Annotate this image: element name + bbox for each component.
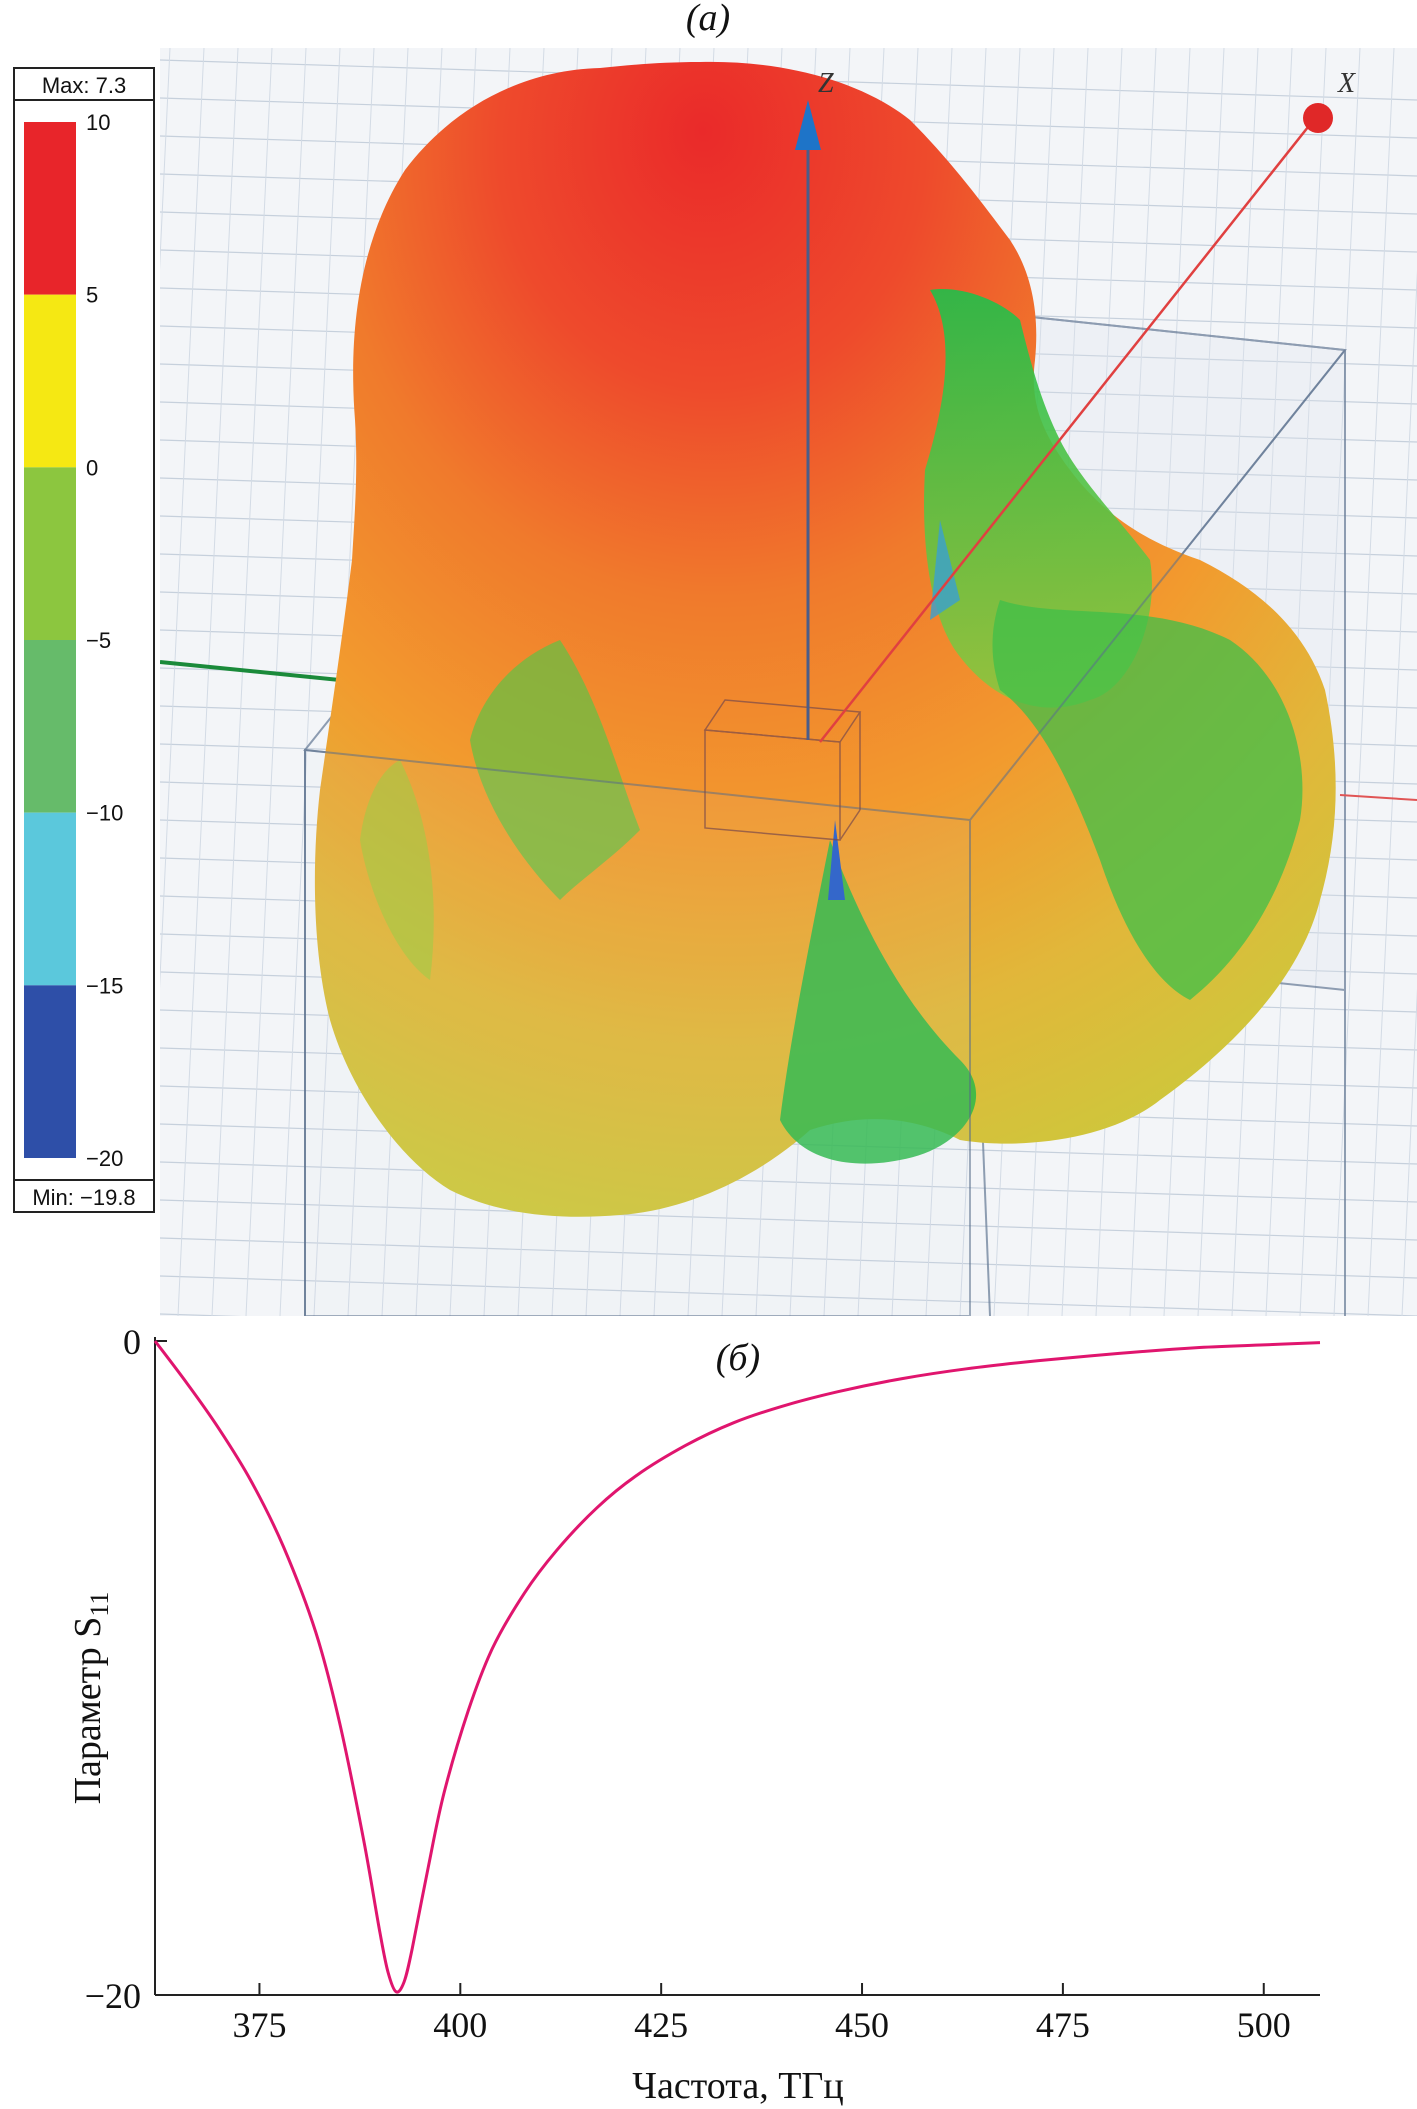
x-axis-line: [819, 121, 1313, 743]
x-tick-label: 425: [634, 2005, 688, 2045]
legend-band: [24, 812, 76, 986]
y-axis-title-main: Параметр S: [67, 1617, 109, 1805]
z-axis-arrow: [795, 100, 821, 150]
legend-bands: [24, 122, 76, 1158]
legend-max-box: [13, 67, 155, 101]
grid-line: [177, 48, 239, 1316]
x-axis-label: X: [1337, 68, 1356, 99]
s11-chart: (б) −20 0 375 400 425 450 475 500 Параметр S11…: [67, 1322, 1321, 2107]
legend-tick-label: 0: [86, 455, 98, 480]
z-axis-label: Z: [818, 68, 834, 99]
bounding-box-front: [304, 349, 1346, 1316]
lobe-green-bottom: [780, 840, 977, 1164]
x-axis-arrow: [1303, 103, 1333, 133]
grid-line: [160, 1313, 242, 1316]
y-axis-title: Параметр S11: [67, 1592, 114, 1805]
x-tick-label: 475: [1036, 2005, 1090, 2045]
lobe-green-left: [470, 640, 640, 900]
legend-tick-label: 5: [86, 283, 98, 308]
legend-band: [24, 294, 76, 468]
legend-band: [24, 122, 76, 295]
grid-line: [160, 1199, 1417, 1241]
lobe-null-spike: [828, 820, 845, 900]
legend-ticks: 10 5 0 −5 −10 −15 −20: [86, 110, 123, 1171]
x-tick-label: 400: [433, 2005, 487, 2045]
y-ticks: −20 0: [85, 1322, 167, 2016]
radiation-lobe: [314, 61, 1336, 1217]
legend-tick-label: −20: [86, 1146, 123, 1171]
y-axis-title-subscript: 11: [85, 1592, 114, 1617]
x-axis-title: Частота, ТГц: [632, 2065, 844, 2107]
legend-min-label: Min: −19.8: [32, 1185, 135, 1210]
legend-tick-label: −15: [86, 973, 123, 998]
legend-band: [24, 467, 76, 640]
lobe-yellow-left: [360, 760, 434, 980]
panel-b-label: (б): [716, 1337, 760, 1379]
legend-min-box: [13, 1179, 155, 1213]
legend-tick-label: −5: [86, 628, 111, 653]
y-tick-label: 0: [123, 1322, 141, 1362]
radiation-pattern-panel: (a): [13, 0, 1417, 1316]
panel-a-label: (a): [686, 0, 730, 39]
legend-tick-label: −10: [86, 801, 123, 826]
lobe-green-far: [992, 600, 1303, 1000]
lobe-surface: [314, 61, 1336, 1217]
s11-series-line: [153, 1340, 1321, 1994]
antenna-box: [703, 699, 862, 841]
grid-line: [211, 48, 273, 1316]
x-tick-label: 450: [835, 2005, 889, 2045]
x-ticks: 375 400 425 450 475 500: [232, 1983, 1291, 2045]
legend-tick-label: 10: [86, 110, 110, 135]
x-tick-label: 375: [232, 2005, 286, 2045]
legend-max-label: Max: 7.3: [42, 73, 126, 98]
color-legend: Max: 7.3 10 5 0 −5 −10 −15 −20 Min: −19.8: [13, 67, 155, 1213]
grid-line: [160, 1237, 1417, 1279]
grid-line: [1299, 48, 1361, 1316]
grid-line: [1401, 988, 1417, 1316]
legend-band: [24, 985, 76, 1158]
x-axis-tail: [1339, 794, 1417, 801]
grid-line: [160, 48, 205, 989]
grid-line: [279, 48, 341, 1316]
grid-line: [160, 1275, 1417, 1316]
grid-line: [160, 1161, 1417, 1203]
x-tick-label: 500: [1237, 2005, 1291, 2045]
legend-band: [24, 640, 76, 813]
lobe-green-right: [924, 289, 1152, 708]
grid-line: [245, 48, 307, 1316]
grid-line: [1367, 269, 1417, 1316]
y-tick-label: −20: [85, 1976, 141, 2016]
